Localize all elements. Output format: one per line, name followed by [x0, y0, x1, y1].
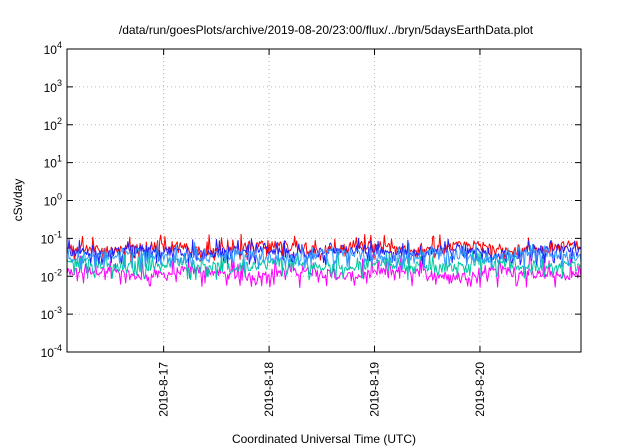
y-axis-label: cSv/day: [11, 179, 25, 222]
y-tick-label: 10-2: [41, 267, 62, 284]
x-tick-label: 2019-8-17: [157, 362, 171, 417]
series-line: [66, 253, 582, 288]
y-axis: 10-4 10-3 10-2 10-1 100 101 102 103 104: [41, 40, 581, 360]
y-tick-label: 104: [44, 40, 62, 57]
y-tick-label: 103: [44, 78, 62, 95]
x-tick-label: 2019-8-18: [262, 362, 276, 417]
y-tick-label: 10-3: [41, 305, 62, 322]
y-tick-label: 10-1: [41, 229, 62, 246]
series-line: [66, 241, 582, 270]
x-axis: 2019-8-17 2019-8-18 2019-8-19 2019-8-20: [157, 49, 487, 417]
data-series: [66, 233, 582, 288]
x-tick-label: 2019-8-20: [473, 362, 487, 417]
chart-title: /data/run/goesPlots/archive/2019-08-20/2…: [119, 23, 534, 37]
y-tick-label: 10-4: [41, 343, 62, 360]
grid: [67, 49, 581, 352]
y-tick-label: 101: [44, 154, 62, 171]
y-tick-label: 102: [44, 116, 62, 133]
x-tick-label: 2019-8-19: [368, 362, 382, 417]
x-axis-label: Coordinated Universal Time (UTC): [232, 432, 416, 446]
y-tick-label: 100: [44, 192, 62, 209]
series-line: [66, 237, 582, 266]
